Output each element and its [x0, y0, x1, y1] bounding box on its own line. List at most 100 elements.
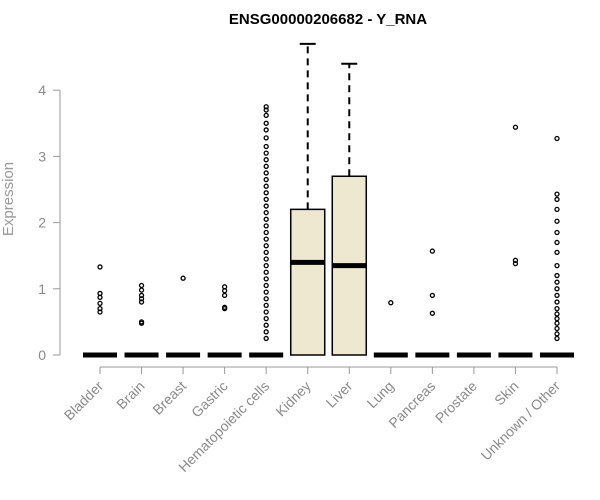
x-tick-label: Breast — [149, 378, 189, 418]
outlier-point — [554, 299, 560, 305]
outlier-point — [263, 282, 269, 289]
y-tick-label: 3 — [38, 148, 46, 164]
outlier-point — [554, 229, 560, 236]
outlier-point — [97, 309, 103, 315]
outlier-point — [554, 320, 560, 326]
y-axis: 0 1 2 3 4 — [38, 82, 61, 363]
box-breast — [166, 275, 201, 358]
outlier-point — [263, 170, 269, 176]
outlier-point — [263, 296, 269, 302]
outlier-point — [263, 107, 269, 113]
outlier-point — [554, 331, 560, 337]
outlier-point — [221, 304, 228, 310]
outlier-point — [263, 196, 269, 203]
outlier-point — [263, 322, 269, 328]
outlier-point — [429, 292, 436, 299]
outlier-point — [263, 157, 269, 163]
box-liver — [331, 62, 368, 356]
outlier-point — [512, 260, 519, 267]
box-body — [289, 208, 326, 356]
x-tick-label: Liver — [323, 378, 356, 411]
outlier-point — [263, 223, 269, 229]
outlier-point — [263, 335, 269, 342]
outlier-point — [263, 315, 269, 322]
outlier-point — [138, 292, 145, 299]
outlier-point — [263, 163, 269, 169]
outlier-point — [554, 325, 560, 332]
outlier-point — [554, 292, 560, 299]
outlier-point — [138, 319, 145, 325]
outlier-point — [97, 300, 103, 307]
outlier-point — [554, 206, 560, 213]
box-hematopoietic-cells — [249, 104, 284, 358]
outlier-point — [263, 127, 269, 133]
box-lung — [373, 300, 408, 358]
outlier-point — [263, 229, 269, 236]
outlier-point — [263, 210, 269, 216]
box-unknown-other — [540, 135, 574, 358]
outlier-point — [554, 315, 560, 322]
boxes-layer — [83, 42, 574, 358]
x-tick-label: Lung — [364, 378, 397, 411]
outlier-point — [554, 239, 560, 246]
outlier-point — [263, 183, 269, 189]
outlier-point — [263, 262, 269, 269]
outlier-point — [512, 257, 519, 263]
box-pancreas — [415, 248, 450, 358]
outlier-point — [97, 264, 103, 270]
outlier-point — [221, 284, 228, 290]
chart-title: ENSG00000206682 - Y_RNA — [229, 11, 427, 28]
box-brain — [124, 282, 159, 358]
y-tick-label: 2 — [38, 215, 46, 231]
outlier-point — [554, 262, 560, 269]
outlier-point — [429, 248, 436, 254]
box-bladder — [83, 264, 117, 358]
outlier-point — [180, 275, 186, 281]
outlier-point — [554, 311, 560, 317]
outlier-point — [263, 190, 269, 196]
outlier-point — [554, 279, 560, 285]
box-gastric — [207, 284, 242, 358]
outlier-point — [263, 289, 269, 295]
outlier-point — [554, 249, 560, 256]
y-tick-label: 1 — [38, 281, 46, 297]
y-axis-label: Expression — [0, 162, 17, 236]
outlier-point — [429, 310, 436, 316]
outlier-point — [554, 335, 560, 342]
outlier-point — [138, 299, 145, 305]
outlier-point — [554, 218, 560, 224]
outlier-point — [263, 256, 269, 262]
outlier-point — [263, 216, 269, 222]
outlier-point — [221, 292, 228, 299]
outlier-point — [263, 249, 269, 256]
outlier-point — [263, 143, 269, 150]
x-tick-label: Bladder — [61, 378, 107, 424]
x-tick-label: Prostate — [432, 378, 480, 426]
box-kidney — [289, 42, 326, 356]
outlier-point — [263, 269, 269, 275]
outlier-point — [263, 329, 269, 335]
x-tick-label: Kidney — [272, 378, 314, 420]
x-tick-label: Unknown / Other — [478, 378, 564, 464]
y-tick-label: 4 — [38, 82, 46, 98]
box-skin — [498, 124, 533, 358]
outlier-point — [554, 191, 560, 197]
outlier-point — [138, 287, 145, 293]
outlier-point — [263, 150, 269, 156]
outlier-point — [263, 276, 269, 282]
outlier-point — [263, 120, 269, 126]
outlier-point — [263, 302, 269, 309]
outlier-point — [97, 290, 103, 297]
outlier-point — [263, 104, 269, 110]
outlier-point — [263, 135, 269, 141]
outlier-point — [263, 203, 269, 209]
x-tick-label: Brain — [113, 378, 147, 412]
outlier-point — [263, 309, 269, 315]
outlier-point — [263, 112, 269, 119]
outlier-point — [512, 124, 519, 130]
outlier-point — [97, 306, 103, 312]
outlier-point — [554, 306, 560, 312]
outlier-point — [554, 272, 560, 279]
outlier-point — [263, 243, 269, 249]
